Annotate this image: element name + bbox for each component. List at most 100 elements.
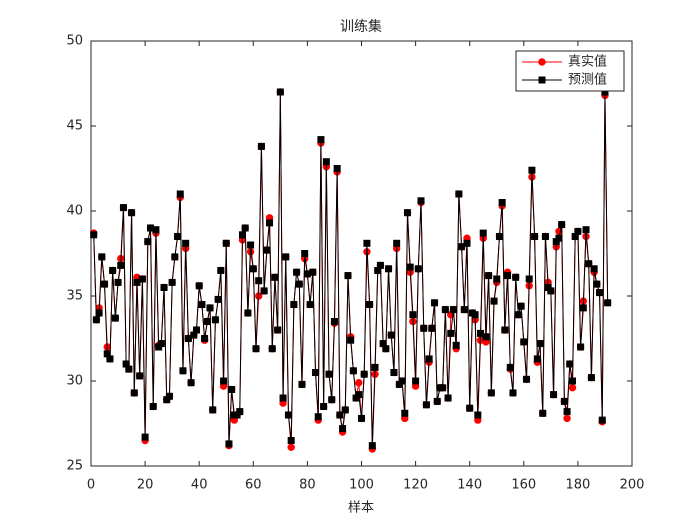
data-point [284, 411, 292, 419]
data-point [168, 278, 176, 286]
data-point [523, 375, 531, 383]
data-point [157, 340, 165, 348]
data-point [425, 355, 433, 363]
data-point [568, 377, 576, 385]
data-point [517, 302, 525, 310]
data-point [428, 324, 436, 332]
data-point [325, 370, 333, 378]
data-point [596, 289, 604, 297]
data-point [225, 440, 233, 448]
data-point [376, 261, 384, 269]
data-point [260, 287, 268, 295]
data-point [279, 394, 287, 402]
data-point [347, 336, 355, 344]
x-tick-label: 120 [403, 478, 428, 493]
data-point [385, 265, 393, 273]
data-point [201, 335, 209, 342]
y-tick-label: 35 [66, 289, 83, 304]
data-point [287, 437, 295, 444]
data-point [563, 408, 571, 416]
data-point [439, 384, 447, 392]
data-point [393, 239, 401, 247]
y-tick-label: 30 [66, 374, 83, 389]
y-tick-label: 40 [66, 204, 83, 219]
y-tick-label: 25 [66, 459, 83, 474]
data-point [493, 275, 501, 283]
data-point [333, 165, 341, 172]
data-point [382, 345, 390, 353]
data-point [247, 241, 255, 249]
data-point [339, 425, 347, 433]
data-point [152, 226, 160, 234]
data-point [471, 311, 479, 319]
data-point [160, 284, 168, 291]
data-point [209, 406, 217, 414]
data-point [355, 379, 363, 387]
data-point [455, 190, 463, 198]
data-point [114, 278, 122, 286]
data-point [422, 401, 430, 409]
data-point [165, 392, 173, 400]
legend-label: 真实值 [568, 54, 607, 70]
x-tick-label: 60 [245, 478, 262, 493]
data-point [566, 360, 574, 368]
data-point [101, 280, 109, 288]
data-point [117, 261, 125, 269]
data-point [579, 304, 587, 312]
data-point [111, 314, 119, 322]
data-point [466, 404, 474, 412]
data-point [182, 239, 190, 247]
data-point [290, 301, 298, 308]
data-point [520, 338, 528, 346]
data-point [593, 280, 601, 288]
data-point [171, 253, 179, 261]
data-point [138, 275, 146, 283]
data-point [301, 250, 309, 257]
data-point [560, 397, 568, 405]
x-tick-label: 100 [349, 478, 374, 493]
data-point [504, 272, 512, 280]
x-tick-label: 160 [511, 478, 536, 493]
data-point [98, 253, 106, 261]
data-point [187, 379, 195, 387]
data-point [176, 190, 184, 198]
data-point [330, 318, 338, 325]
data-point [604, 299, 612, 307]
data-point [533, 355, 541, 363]
data-point [211, 316, 219, 324]
data-point [192, 326, 200, 334]
data-point [179, 367, 187, 375]
data-point [568, 384, 577, 392]
data-point [487, 389, 495, 397]
data-point [490, 297, 498, 305]
data-point [452, 341, 460, 349]
data-point [203, 318, 211, 325]
data-point [252, 345, 260, 353]
data-point [582, 226, 590, 234]
data-point [282, 253, 290, 261]
data-point [355, 391, 363, 399]
data-point [238, 231, 246, 239]
data-point [306, 301, 314, 308]
data-point [125, 365, 133, 373]
data-point [90, 231, 98, 239]
data-point [585, 260, 593, 268]
data-point [130, 389, 138, 397]
data-point [398, 377, 406, 385]
data-point [95, 309, 103, 317]
x-tick-label: 200 [620, 478, 645, 493]
data-point [220, 377, 228, 385]
data-point [141, 433, 149, 441]
data-point [506, 363, 514, 371]
x-tick-label: 40 [191, 478, 208, 493]
data-point [449, 306, 457, 314]
data-point [514, 311, 522, 319]
data-point [512, 273, 520, 281]
data-point [276, 88, 284, 96]
x-tick-label: 180 [565, 478, 590, 493]
legend-label: 预测值 [568, 72, 607, 88]
data-point [263, 246, 271, 254]
data-point [195, 282, 203, 290]
legend-box [515, 50, 625, 92]
data-point [317, 136, 325, 144]
